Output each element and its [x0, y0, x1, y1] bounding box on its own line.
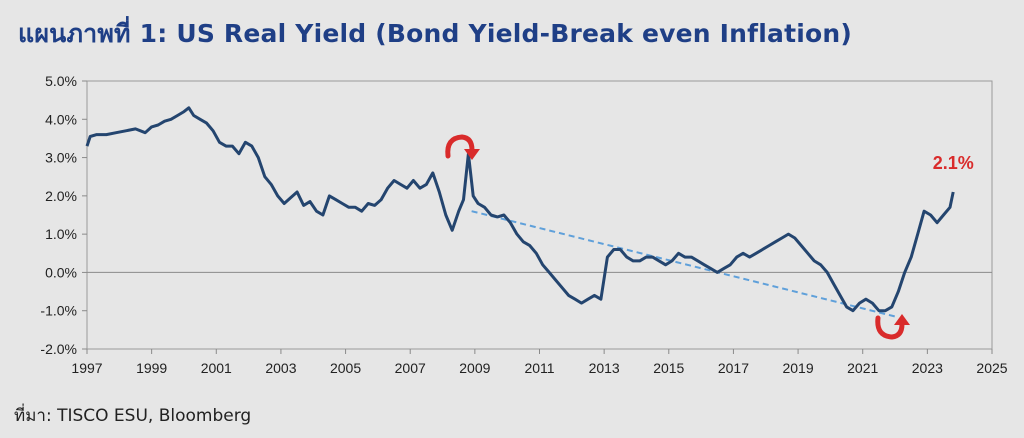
y-tick-label: -1.0% — [40, 303, 77, 319]
reversal-arrow-top-icon — [445, 134, 480, 160]
x-tick-label: 2025 — [976, 360, 1007, 376]
x-tick-label: 2001 — [201, 360, 232, 376]
x-tick-label: 2007 — [395, 360, 426, 376]
x-tick-label: 2019 — [782, 360, 813, 376]
y-tick-label: 2.0% — [45, 188, 77, 204]
y-tick-label: 4.0% — [45, 111, 77, 127]
x-tick-label: 2023 — [912, 360, 943, 376]
y-tick-label: 3.0% — [45, 150, 77, 166]
y-tick-label: 0.0% — [45, 264, 77, 280]
arrow-arc — [445, 134, 475, 159]
reversal-arrow-bottom-icon — [875, 314, 910, 340]
page-title: แผนภาพที่ 1: US Real Yield (Bond Yield-B… — [18, 19, 852, 48]
source-note: ที่มา: TISCO ESU, Bloomberg — [14, 406, 252, 426]
x-tick-label: 2015 — [653, 360, 684, 376]
y-tick-label: 5.0% — [45, 73, 77, 89]
x-tick-label: 2011 — [524, 360, 554, 376]
trend-line — [471, 210, 896, 318]
x-tick-label: 2017 — [718, 360, 749, 376]
y-tick-label: 1.0% — [45, 226, 77, 242]
x-tick-label: 2021 — [847, 360, 878, 376]
x-axis: 1997 1999 2001 2003 2005 2007 2009 2011 2013 2015… — [71, 349, 1008, 376]
x-tick-label: 2009 — [459, 360, 490, 376]
arrow-head — [894, 314, 910, 325]
x-tick-label: 1997 — [71, 360, 102, 376]
x-tick-label: 2013 — [589, 360, 620, 376]
y-axis: 5.0% 4.0% 3.0% 2.0% 1.0% 0.0% -1.0% -2.0% — [40, 73, 87, 357]
x-tick-label: 1999 — [136, 360, 167, 376]
arrow-head — [464, 149, 480, 160]
series-line-real-yield — [85, 106, 955, 313]
x-tick-label: 2003 — [265, 360, 296, 376]
annotation-label: 2.1% — [933, 153, 974, 173]
arrow-arc — [875, 315, 905, 340]
y-tick-label: -2.0% — [40, 341, 77, 357]
x-tick-label: 2005 — [330, 360, 361, 376]
